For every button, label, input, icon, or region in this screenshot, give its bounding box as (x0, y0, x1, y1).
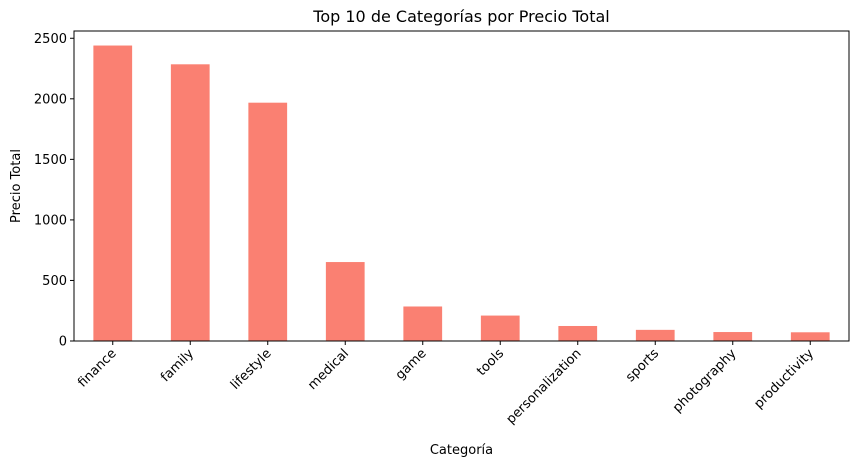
x-tick-label: productivity (752, 346, 818, 412)
bar-sports (635, 329, 675, 341)
plot-frame (73, 30, 850, 342)
x-tick-label: photography (670, 346, 740, 416)
x-tick-label: lifestyle (228, 346, 275, 393)
bar-medical (325, 262, 365, 341)
bars-group (93, 45, 830, 341)
y-axis-label: Precio Total (9, 149, 24, 223)
bar-lifestyle (248, 102, 288, 341)
x-tick-label: finance (75, 346, 119, 390)
x-axis-label: Categoría (430, 443, 493, 458)
y-tick-label: 1000 (34, 213, 67, 228)
x-tick-label: tools (474, 346, 507, 379)
bar-personalization (558, 325, 598, 341)
y-tick-label: 0 (59, 335, 67, 350)
bar-photography (713, 332, 753, 341)
bar-game (403, 306, 443, 341)
chart-title: Top 10 de Categorías por Precio Total (312, 7, 609, 26)
bar-family (170, 64, 210, 341)
x-tick-label: sports (623, 346, 662, 385)
x-tick-label: personalization (504, 346, 585, 427)
x-tick-label: family (158, 346, 197, 385)
y-tick-label: 500 (42, 274, 67, 289)
bar-productivity (790, 332, 830, 341)
x-axis-ticks: finance family lifestyle medical game toolspe… (75, 341, 817, 427)
y-tick-label: 1500 (34, 153, 67, 168)
x-tick-label: medical (305, 346, 352, 393)
y-tick-label: 2500 (34, 32, 67, 47)
y-axis-ticks: 0 500 1000 1500 2000 2500 (34, 32, 74, 350)
bar-tools (480, 315, 520, 341)
bar-finance (93, 45, 133, 341)
y-tick-label: 2000 (34, 92, 67, 107)
x-tick-label: game (393, 346, 430, 383)
